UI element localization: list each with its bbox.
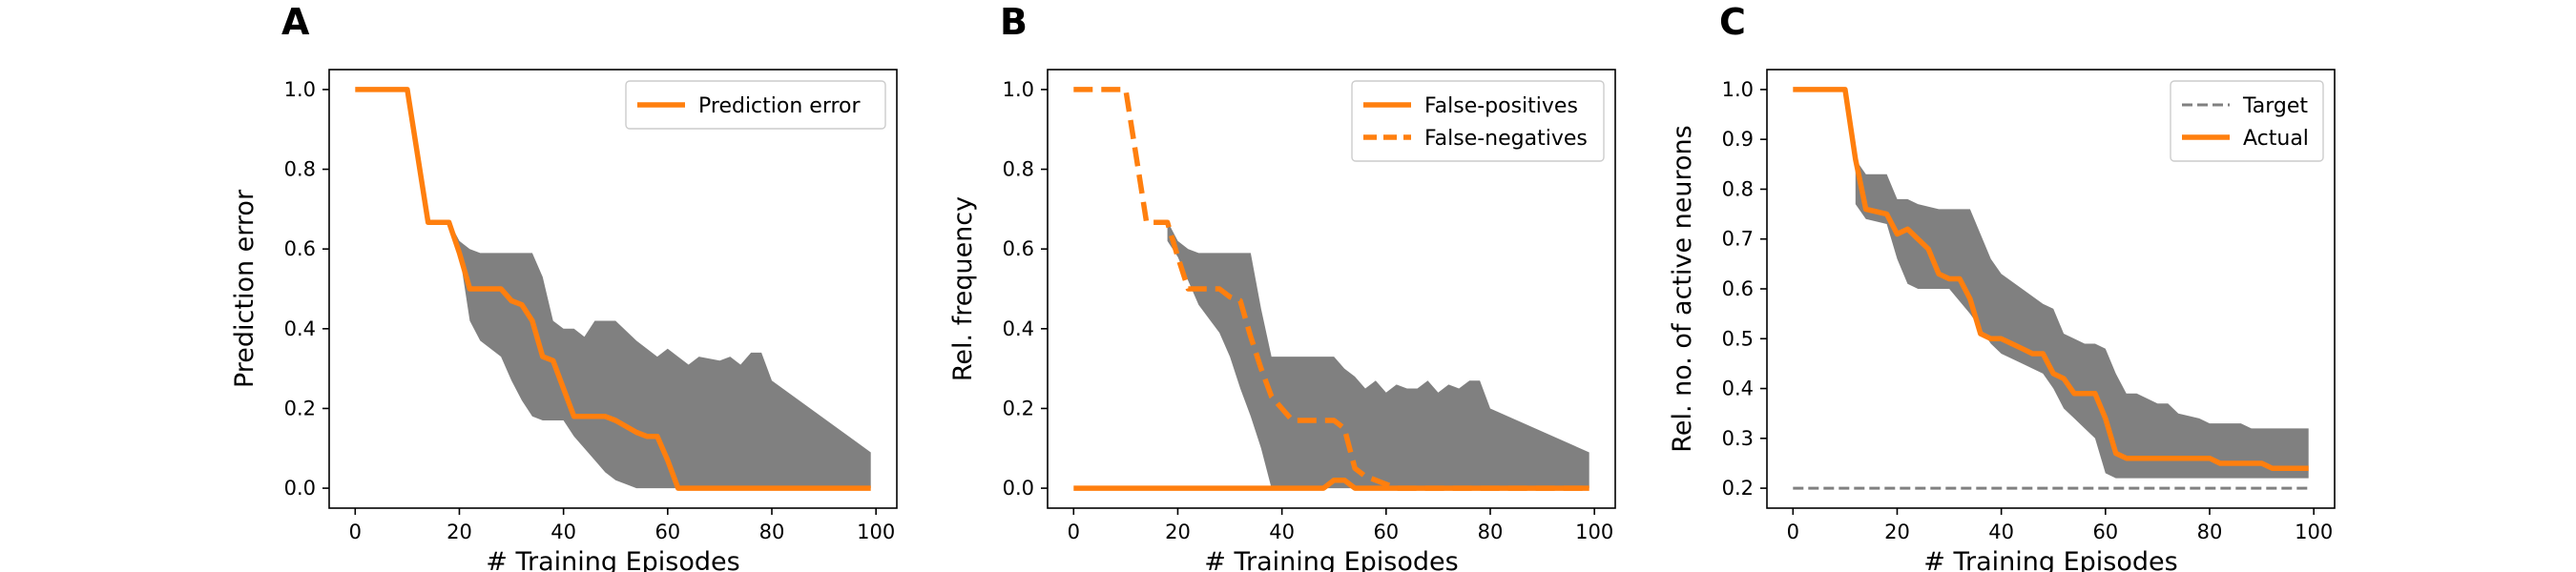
panel-letter: C [1719,1,1746,43]
y-tick-label: 0.4 [1722,378,1754,400]
x-tick-label: 20 [1165,521,1191,543]
panel-letter: B [1000,1,1028,43]
std-band-0 [1855,159,2309,479]
x-tick-label: 100 [857,521,895,543]
x-tick-label: 20 [447,521,472,543]
x-tick-label: 80 [759,521,785,543]
y-tick-label: 1.0 [1722,78,1754,101]
y-tick-label: 0.0 [284,477,316,500]
std-band-0 [448,220,871,489]
series-line-1 [1073,87,1589,491]
x-tick-label: 40 [551,521,576,543]
panel-c: 0 20 40 60 80 100 0.2 0.3 0.4 0.5 0.6 0.7 0.8 0.9 1.0 #… [1668,1,2336,572]
y-tick-label: 0.4 [1003,317,1034,340]
series-line-0 [355,87,871,491]
legend-label-1: False-negatives [1424,127,1588,151]
y-axis-label: Prediction error [230,189,260,388]
legend-label-0: False-positives [1424,94,1578,118]
legend: False-positives False-negatives [1351,80,1605,162]
x-axis-label: # Training Episodes [1204,547,1458,572]
x-tick-label: 0 [1068,521,1080,543]
y-tick-label: 0.9 [1722,128,1754,151]
y-tick-label: 0.7 [1722,228,1754,251]
x-tick-label: 0 [349,521,362,543]
y-tick-label: 0.6 [1003,237,1034,260]
legend-label-0: Prediction error [698,94,861,118]
std-band-0 [1167,220,1589,489]
x-tick-label: 40 [1988,521,2014,543]
legend-box [2170,80,2324,162]
legend: Target Actual [2170,80,2324,162]
x-tick-label: 20 [1884,521,1910,543]
y-tick-label: 0.8 [1003,158,1034,181]
y-tick-label: 0.3 [1722,427,1754,450]
x-tick-label: 60 [654,521,680,543]
x-tick-label: 60 [1373,521,1399,543]
y-tick-label: 0.4 [284,317,316,340]
x-tick-label: 80 [2197,521,2223,543]
legend-box [625,80,886,130]
series-line-0 [1073,477,1589,491]
x-axis-label: # Training Episodes [1923,547,2177,572]
axes-frame [1047,69,1616,509]
x-tick-label: 60 [2092,521,2118,543]
y-tick-label: 0.2 [284,397,316,419]
legend-box [1351,80,1605,162]
y-tick-label: 0.8 [284,158,316,181]
x-axis-label: # Training Episodes [486,547,739,572]
y-tick-label: 1.0 [1003,78,1034,101]
x-tick-label: 100 [2295,521,2333,543]
series-line-1 [1793,87,2309,471]
panel-b: 0 20 40 60 80 100 0.0 0.2 0.4 0.6 0.8 1.0 # Training… [948,1,1616,572]
y-tick-label: 0.8 [1722,177,1754,200]
y-tick-label: 1.0 [284,78,316,101]
panel-a: 0 20 40 60 80 100 0.0 0.2 0.4 0.6 0.8 1.0 # Training… [230,1,898,572]
y-tick-label: 0.6 [284,237,316,260]
y-tick-label: 0.0 [1003,477,1034,500]
y-tick-label: 0.6 [1722,277,1754,300]
x-tick-label: 40 [1269,521,1295,543]
legend-label-1: Actual [2243,127,2309,151]
y-tick-label: 0.2 [1003,397,1034,419]
y-axis-label: Rel. no. of active neurons [1668,125,1697,452]
y-tick-label: 0.2 [1722,477,1754,500]
panel-letter: A [281,1,310,43]
legend: Prediction error [625,80,886,130]
y-tick-label: 0.5 [1722,327,1754,350]
axes-frame [328,69,898,509]
y-axis-label: Rel. frequency [948,196,978,381]
x-tick-label: 80 [1478,521,1504,543]
legend-label-0: Target [2242,94,2308,118]
x-tick-label: 0 [1787,521,1799,543]
x-tick-label: 100 [1575,521,1613,543]
